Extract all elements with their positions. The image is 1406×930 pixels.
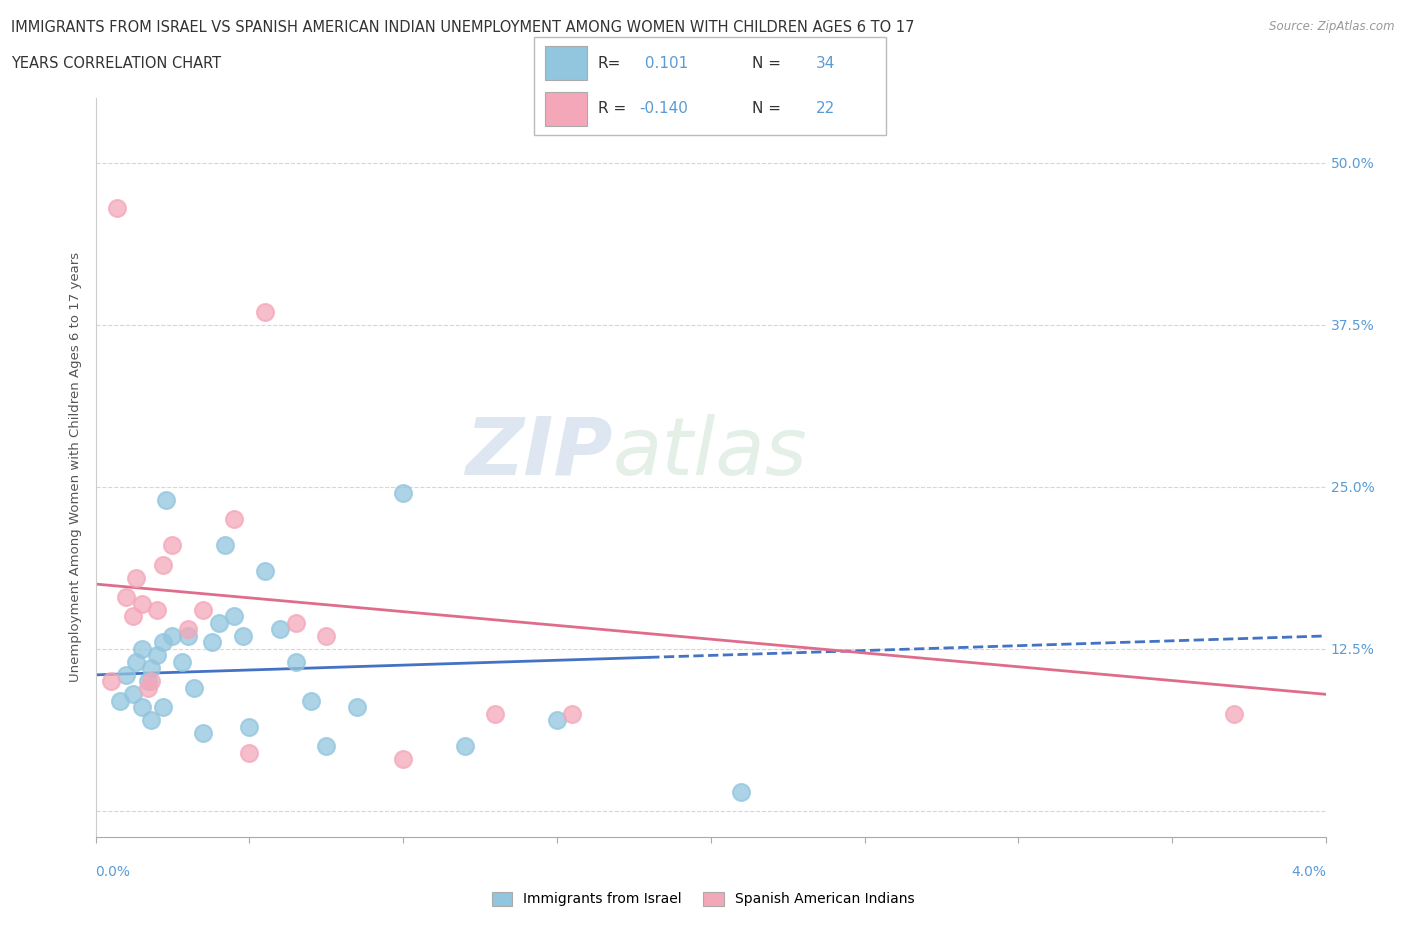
Text: 4.0%: 4.0% — [1291, 865, 1326, 879]
Point — [193, 725, 215, 740]
Text: N =: N = — [752, 101, 782, 116]
Text: 0.0%: 0.0% — [96, 865, 131, 879]
Point — [315, 629, 337, 644]
Point — [131, 642, 153, 657]
Point — [1222, 707, 1244, 722]
Point — [115, 590, 138, 604]
Point — [253, 304, 276, 319]
Text: YEARS CORRELATION CHART: YEARS CORRELATION CHART — [11, 56, 221, 71]
Text: Source: ZipAtlas.com: Source: ZipAtlas.com — [1270, 20, 1395, 33]
Legend: Immigrants from Israel, Spanish American Indians: Immigrants from Israel, Spanish American… — [486, 886, 920, 912]
Point — [162, 629, 184, 644]
Point — [152, 557, 174, 572]
Point — [238, 745, 260, 760]
Point — [284, 655, 307, 670]
Text: 22: 22 — [815, 101, 835, 116]
Text: R =: R = — [598, 101, 626, 116]
Text: -0.140: -0.140 — [640, 101, 689, 116]
Point — [454, 738, 477, 753]
Text: IMMIGRANTS FROM ISRAEL VS SPANISH AMERICAN INDIAN UNEMPLOYMENT AMONG WOMEN WITH : IMMIGRANTS FROM ISRAEL VS SPANISH AMERIC… — [11, 20, 915, 35]
Point — [484, 707, 506, 722]
FancyBboxPatch shape — [544, 46, 588, 80]
Point — [222, 512, 245, 526]
Point — [162, 538, 184, 552]
Text: 0.101: 0.101 — [640, 56, 688, 71]
Point — [177, 629, 200, 644]
Point — [193, 603, 215, 618]
Point — [136, 681, 159, 696]
Point — [139, 674, 162, 689]
Point — [346, 700, 368, 715]
Point — [121, 687, 143, 702]
Point — [170, 655, 193, 670]
Point — [253, 564, 276, 578]
Point — [146, 603, 169, 618]
FancyBboxPatch shape — [534, 37, 886, 135]
Point — [155, 492, 177, 507]
FancyBboxPatch shape — [544, 92, 588, 126]
Point — [131, 596, 153, 611]
Point — [136, 674, 159, 689]
Point — [152, 700, 174, 715]
Point — [561, 707, 583, 722]
Point — [152, 635, 174, 650]
Point — [131, 700, 153, 715]
Point — [269, 622, 291, 637]
Point — [139, 712, 162, 727]
Point — [546, 712, 568, 727]
Y-axis label: Unemployment Among Women with Children Ages 6 to 17 years: Unemployment Among Women with Children A… — [69, 252, 83, 683]
Point — [730, 784, 752, 799]
Text: 34: 34 — [815, 56, 835, 71]
Point — [284, 616, 307, 631]
Point — [222, 609, 245, 624]
Point — [100, 674, 122, 689]
Point — [392, 485, 415, 500]
Point — [124, 655, 146, 670]
Point — [124, 570, 146, 585]
Text: N =: N = — [752, 56, 782, 71]
Point — [392, 751, 415, 766]
Point — [214, 538, 236, 552]
Point — [115, 668, 138, 683]
Point — [110, 694, 132, 709]
Point — [146, 648, 169, 663]
Point — [105, 201, 128, 216]
Point — [315, 738, 337, 753]
Point — [139, 661, 162, 676]
Point — [177, 622, 200, 637]
Point — [121, 609, 143, 624]
Text: ZIP: ZIP — [465, 414, 613, 492]
Point — [238, 719, 260, 734]
Point — [208, 616, 231, 631]
Point — [183, 681, 205, 696]
Point — [201, 635, 224, 650]
Point — [299, 694, 322, 709]
Point — [232, 629, 254, 644]
Text: R=: R= — [598, 56, 621, 71]
Text: atlas: atlas — [613, 414, 807, 492]
